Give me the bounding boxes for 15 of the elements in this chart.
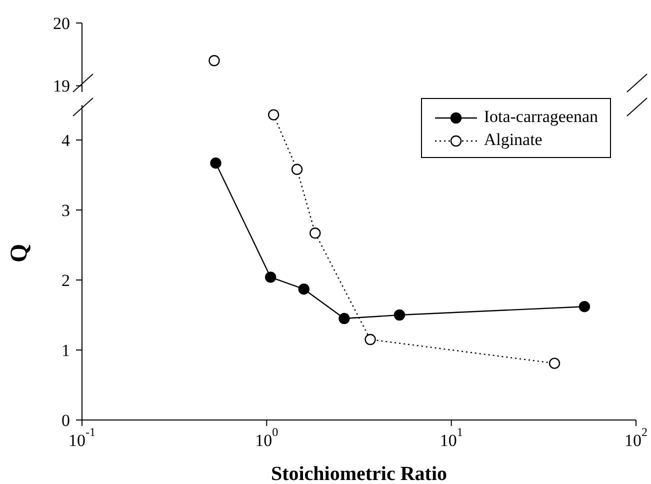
y-tick-label: 4 bbox=[62, 130, 70, 150]
x-tick-label: 10$^{2}$ bbox=[624, 424, 648, 450]
legend-label: Iota-carrageenan bbox=[484, 107, 598, 126]
y-tick-label: 0 bbox=[62, 410, 70, 430]
x-tick-label: 10$^{-1}$ bbox=[68, 424, 96, 450]
y-tick-label: 19 bbox=[53, 76, 70, 96]
legend-label: Alginate bbox=[484, 130, 542, 149]
x-tick-label: 10$^{0}$ bbox=[255, 424, 278, 450]
y-tick-label: 3 bbox=[62, 200, 70, 220]
x-axis-title: Stoichiometric Ratio bbox=[270, 463, 448, 484]
y-tick-label: 20 bbox=[53, 14, 70, 32]
y-tick-label: 1 bbox=[62, 340, 70, 360]
x-tick-label: 10$^{1}$ bbox=[440, 424, 463, 450]
y-tick-label: 2 bbox=[62, 270, 70, 290]
y-axis-title: Q bbox=[6, 244, 33, 262]
